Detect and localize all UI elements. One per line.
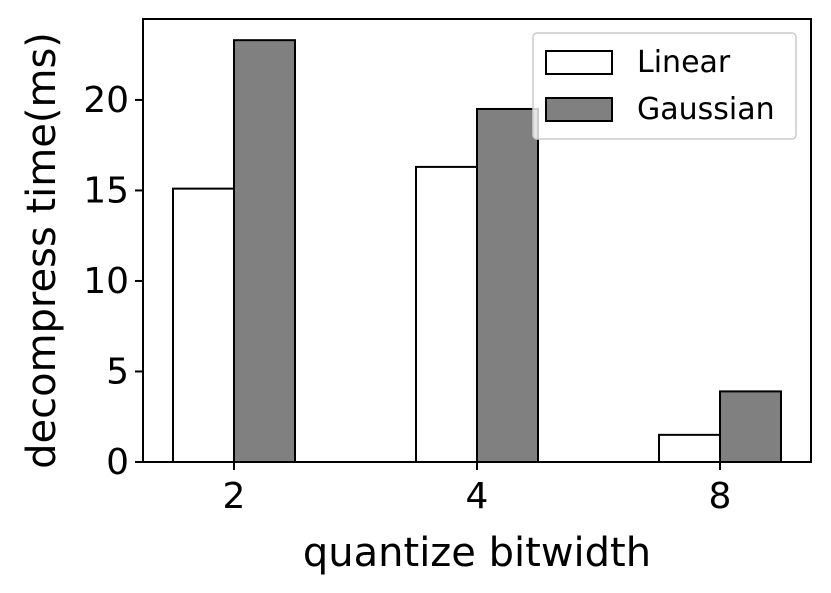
- legend-label-linear: Linear: [637, 45, 731, 80]
- y-tick-label: 10: [83, 261, 129, 302]
- bar-linear-4: [415, 165, 478, 463]
- legend: Linear Gaussian: [532, 32, 797, 140]
- y-tick-label: 5: [106, 351, 129, 392]
- y-axis-title: decompress time(ms): [19, 32, 65, 469]
- y-axis-ticks: 0 5 10 15 20: [83, 80, 143, 483]
- bar-gaussian-2: [233, 39, 296, 463]
- bar-linear-8: [658, 433, 721, 463]
- y-tick-label: 0: [106, 442, 129, 483]
- bars: [172, 39, 782, 464]
- y-tick-label: 15: [83, 170, 129, 211]
- bar-gaussian-8: [719, 390, 782, 463]
- y-tick-label: 20: [83, 80, 129, 121]
- bar-linear-2: [172, 187, 235, 464]
- x-axis-ticks: 2 4 8: [223, 462, 732, 517]
- plot-frame: [142, 18, 812, 463]
- x-tick-label: 2: [223, 476, 246, 517]
- bar-gaussian-4: [476, 107, 539, 463]
- legend-swatch-gaussian: [545, 97, 613, 122]
- x-axis-title: quantize bitwidth: [303, 530, 651, 576]
- legend-swatch-linear: [545, 50, 613, 75]
- x-tick-label: 4: [466, 476, 489, 517]
- legend-label-gaussian: Gaussian: [637, 92, 775, 127]
- x-tick-label: 8: [709, 476, 732, 517]
